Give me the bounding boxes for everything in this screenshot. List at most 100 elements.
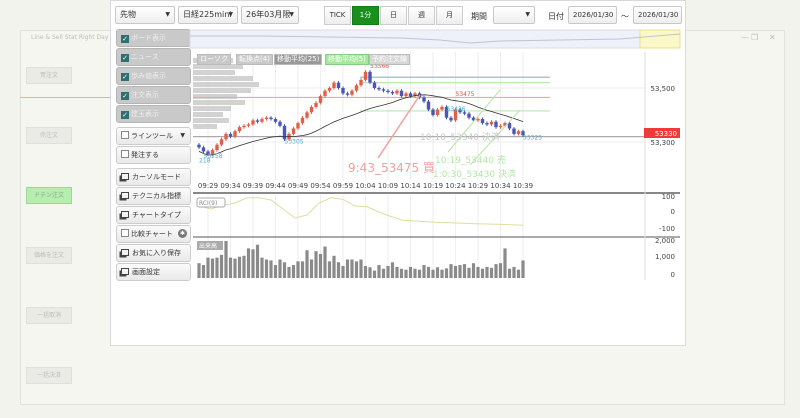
product-select[interactable]: 日経225mini ▼	[178, 6, 238, 24]
checkbox-checked-icon: ✓	[121, 54, 129, 62]
close-button[interactable]: ✕	[769, 33, 776, 42]
time-tick-label: 09:39	[243, 182, 263, 190]
time-tick-label: 10:14	[400, 182, 421, 190]
indicator-candle[interactable]: ローソク	[197, 54, 231, 65]
indicator-ma5[interactable]: 移動平均(5)	[325, 54, 369, 65]
volume-bar	[260, 257, 264, 278]
candle	[228, 133, 233, 137]
candle	[345, 93, 350, 95]
price-marker-label: 53325	[523, 134, 542, 141]
time-tick-label: 10:04	[355, 182, 376, 190]
volume-bar	[462, 264, 467, 278]
chevron-down-icon: ▼	[228, 11, 233, 18]
toggle-orders[interactable]: ✓ 注文表示	[116, 86, 191, 104]
period-1min[interactable]: 1分	[352, 6, 379, 25]
candle	[305, 112, 309, 118]
volume-bar	[476, 266, 480, 278]
toggle-positions[interactable]: ✓ 建玉表示	[116, 105, 191, 123]
candle	[201, 147, 206, 152]
volume-bar	[309, 259, 314, 278]
volume-bar	[512, 266, 516, 278]
order-toggle[interactable]: 発注する	[116, 146, 191, 164]
line-tool-button[interactable]: ラインツール ▼	[116, 127, 191, 145]
moving-average-line	[198, 94, 524, 156]
oscillator-axis-label: 100	[662, 193, 675, 201]
save-favorite-button[interactable]: お気に入り保存	[116, 244, 191, 262]
gear-icon[interactable]: ✱	[178, 229, 187, 238]
order-button-5[interactable]: 一括取消	[26, 307, 72, 324]
maximize-button[interactable]: ❐	[751, 33, 759, 42]
indicator-ma25[interactable]: 移動平均(25)	[274, 54, 323, 65]
volume-bar	[417, 269, 422, 278]
candle	[467, 113, 471, 118]
price-axis-label: 53,300	[651, 139, 676, 147]
current-price-tag	[644, 128, 680, 138]
volume-bar	[296, 261, 300, 278]
candle	[521, 131, 525, 136]
candle	[336, 82, 341, 88]
volume-profile-bar	[193, 94, 237, 99]
candle	[237, 127, 242, 132]
candle	[323, 90, 327, 97]
volume-profile-bar	[193, 76, 253, 81]
trade-arrow	[447, 89, 501, 153]
candle	[273, 119, 278, 122]
screen-settings-button[interactable]: 画面設定	[116, 263, 191, 281]
volume-bar	[503, 248, 507, 278]
order-button-4[interactable]: 価格を注文	[26, 247, 72, 264]
indicator-order-lines[interactable]: 予約注文線	[369, 54, 410, 65]
period-week[interactable]: 週	[408, 6, 435, 25]
candle	[422, 97, 426, 102]
chart-type-button[interactable]: チャートタイプ	[116, 206, 191, 224]
order-button-3[interactable]: ドテン注文	[26, 187, 72, 204]
volume-bar	[210, 258, 215, 278]
menu-label: ニュース	[131, 53, 159, 61]
menu-label: 比較チャート	[131, 230, 173, 238]
order-button-6[interactable]: 一括決済	[26, 367, 72, 384]
contract-select[interactable]: 26年03月限 ▼	[241, 6, 299, 24]
checkbox-checked-icon: ✓	[121, 73, 129, 81]
candle	[408, 93, 413, 97]
minimize-button[interactable]: —	[741, 33, 749, 42]
candle	[390, 92, 395, 94]
market-select[interactable]: 先物 ▼	[115, 6, 175, 24]
navigator-window-handle[interactable]	[639, 29, 681, 49]
period-day[interactable]: 日	[380, 6, 407, 25]
checkbox-checked-icon: ✓	[121, 35, 129, 43]
cursor-mode-button[interactable]: カーソルモード	[116, 168, 191, 186]
volume-bar	[255, 244, 260, 278]
checkbox-icon	[121, 150, 129, 158]
volume-axis-label: 1,000	[655, 253, 675, 261]
candle	[278, 121, 282, 126]
compare-chart-toggle[interactable]: 比較チャート ✱	[116, 225, 191, 243]
indicator-pivot[interactable]: 転換点(4)	[236, 54, 273, 65]
volume-bar	[233, 258, 237, 278]
volume-bar	[219, 254, 224, 278]
oscillator-axis-label: 0	[671, 208, 675, 216]
volume-bar	[215, 257, 219, 278]
volume-bar	[426, 266, 431, 278]
date-separator: 〜	[621, 12, 629, 21]
date-from-input[interactable]: 2026/01/30	[568, 6, 617, 24]
candle	[318, 96, 323, 103]
period-tick[interactable]: TICK	[324, 6, 351, 25]
time-tick-label: 10:19	[423, 182, 443, 190]
candle	[381, 89, 386, 91]
order-button-2[interactable]: 売注文	[26, 127, 72, 144]
candle	[431, 109, 435, 115]
volume-bar	[471, 263, 476, 278]
volume-bar	[305, 250, 309, 278]
date-to-input[interactable]: 2026/01/30	[633, 6, 682, 24]
volume-bar	[251, 249, 255, 278]
range-select[interactable]: ▼	[493, 6, 535, 24]
menu-label: 注文表示	[131, 91, 159, 99]
candle	[354, 85, 359, 91]
toggle-news[interactable]: ✓ ニュース	[116, 48, 191, 66]
toggle-ticks[interactable]: ✓ 歩み値表示	[116, 67, 191, 85]
order-button-1[interactable]: 買注文	[26, 67, 72, 84]
candle	[215, 144, 219, 151]
toggle-board[interactable]: ✓ ボード表示	[116, 29, 191, 47]
technical-indicator-button[interactable]: テクニカル指標	[116, 187, 191, 205]
period-month[interactable]: 月	[436, 6, 463, 25]
